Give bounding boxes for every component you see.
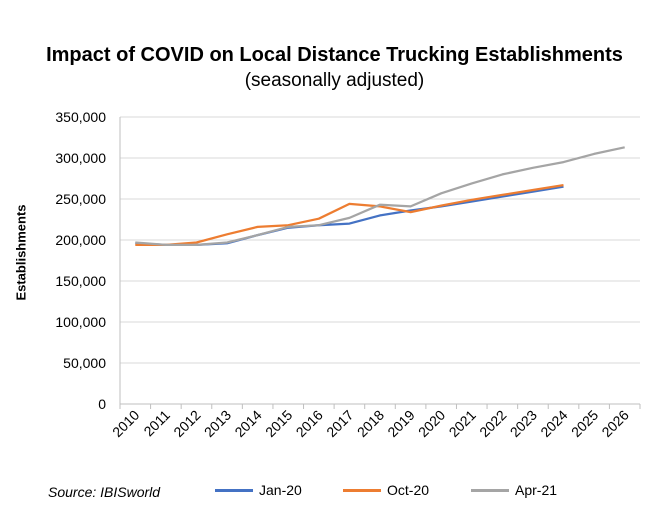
legend-label-oct-20: Oct-20: [387, 482, 430, 498]
y-tick-label: 50,000: [63, 355, 106, 371]
x-tick-label: 2023: [507, 407, 540, 440]
x-tick-label: 2024: [537, 407, 570, 440]
chart-title: Impact of COVID on Local Distance Trucki…: [46, 44, 623, 66]
legend-swatch-jan-20: [215, 488, 253, 492]
y-tick-label: 300,000: [55, 150, 106, 166]
y-tick-label: 350,000: [55, 109, 106, 125]
y-tick-label: 100,000: [55, 314, 106, 330]
x-tick-label: 2019: [384, 407, 417, 440]
x-tick-label: 2015: [262, 407, 295, 440]
legend-swatch-apr-21: [471, 488, 509, 492]
legend-swatch-oct-20: [343, 488, 381, 492]
x-tick-label: 2012: [170, 407, 203, 440]
source-note: Source: IBISworld: [48, 484, 161, 500]
chart-subtitle: (seasonally adjusted): [244, 70, 425, 91]
x-tick-label: 2016: [293, 407, 326, 440]
x-tick-label: 2025: [568, 407, 601, 440]
legend-item-apr-21: Apr-21: [471, 482, 599, 498]
y-tick-label: 0: [98, 396, 106, 412]
x-tick-label: 2013: [201, 407, 234, 440]
x-tick-label: 2017: [323, 407, 356, 440]
legend: Jan-20 Oct-20 Apr-21: [215, 482, 599, 498]
x-tick-label: 2021: [446, 407, 479, 440]
x-tick-label: 2026: [598, 407, 631, 440]
legend-label-jan-20: Jan-20: [259, 482, 302, 498]
legend-item-oct-20: Oct-20: [343, 482, 471, 498]
y-tick-label: 200,000: [55, 232, 106, 248]
x-tick-label: 2010: [109, 407, 142, 440]
series-line-oct-20: [135, 183, 564, 247]
x-tick-label: 2014: [231, 407, 264, 440]
x-tick-label: 2018: [354, 407, 387, 440]
legend-label-apr-21: Apr-21: [515, 482, 558, 498]
legend-item-jan-20: Jan-20: [215, 482, 343, 498]
series-line-apr-21: [135, 146, 625, 247]
y-tick-label: 150,000: [55, 273, 106, 289]
y-tick-label: 250,000: [55, 191, 106, 207]
x-tick-label: 2011: [140, 407, 173, 440]
x-tick-label: 2022: [476, 407, 509, 440]
x-tick-label: 2020: [415, 407, 448, 440]
